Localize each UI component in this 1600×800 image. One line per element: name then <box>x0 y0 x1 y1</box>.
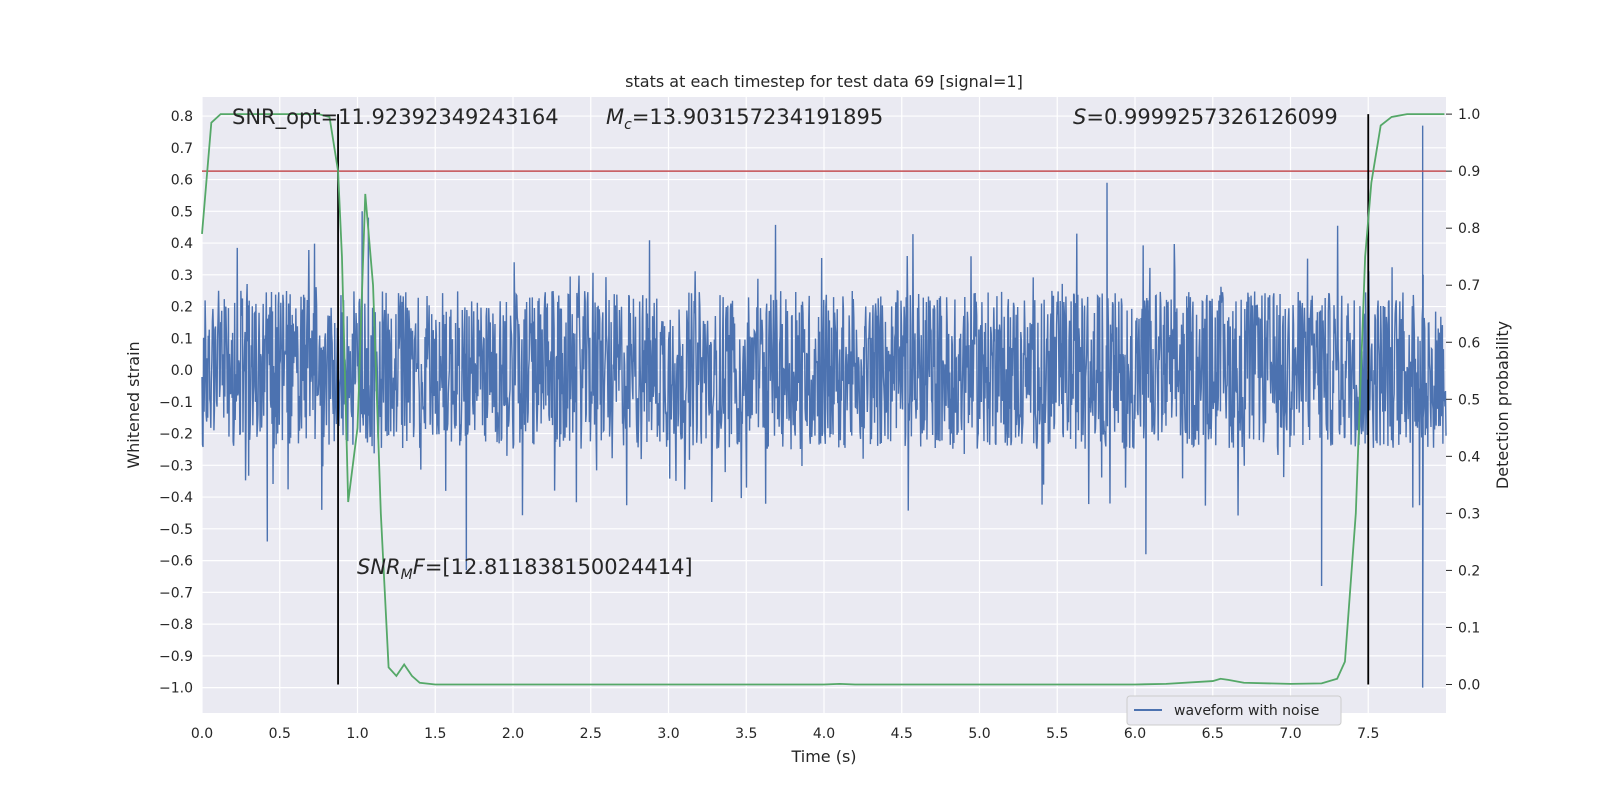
y-left-tick-label: 0.3 <box>171 268 193 284</box>
y-left-tick-label: 0.2 <box>171 300 193 316</box>
snr-mf-subscript: M <box>401 567 413 583</box>
x-tick-label: 2.5 <box>580 726 602 742</box>
x-tick-label: 1.5 <box>424 726 446 742</box>
y-left-tick-label: −0.4 <box>159 490 193 506</box>
y-right-tick-label: 1.0 <box>1458 107 1480 123</box>
y-left-tick-label: −0.2 <box>159 427 193 443</box>
snr-mf-annotation: SNRMF=[12.811838150024414] <box>357 555 693 583</box>
y-right-tick-label: 0.9 <box>1458 164 1480 180</box>
y-left-tick-label: −0.9 <box>159 649 193 665</box>
y-left-tick-label: −0.8 <box>159 617 193 633</box>
y-right-tick-label: 0.7 <box>1458 278 1480 294</box>
y-right-tick-label: 0.8 <box>1458 221 1480 237</box>
legend: waveform with noise <box>1126 695 1342 726</box>
y-left-tick-label: −0.6 <box>159 554 193 570</box>
tick-labels: 0.0 0.5 1.0 1.5 2.0 2.5 3.0 3.5 4.0 4.5 5.0 5.5 6.0 6… <box>159 107 1480 742</box>
legend-label: waveform with noise <box>1174 703 1319 719</box>
y-left-tick-label: 0.4 <box>171 236 193 252</box>
waveform-series <box>201 125 1447 688</box>
x-tick-label: 2.0 <box>502 726 524 742</box>
x-tick-label: 0.0 <box>191 726 213 742</box>
x-tick-label: 7.0 <box>1279 726 1301 742</box>
y-right-tick-label: 0.3 <box>1458 506 1480 522</box>
x-tick-label: 5.5 <box>1046 726 1068 742</box>
snr-opt-annotation: SNR_opt=11.92392349243164 <box>232 105 559 130</box>
snr-mf-value: =[12.811838150024414] <box>425 555 693 579</box>
x-tick-label: 0.5 <box>269 726 291 742</box>
s-symbol: S <box>1073 105 1086 129</box>
x-tick-label: 7.5 <box>1357 726 1379 742</box>
y-right-axis-title: Detection probability <box>1493 321 1512 489</box>
x-axis-title: Time (s) <box>790 747 856 766</box>
y-right-tick-label: 0.4 <box>1458 449 1480 465</box>
chart-title: stats at each timestep for test data 69 … <box>625 72 1023 91</box>
y-left-tick-label: −0.1 <box>159 395 193 411</box>
y-left-tick-label: 0.0 <box>171 363 193 379</box>
s-value: =0.9999257326126099 <box>1086 105 1337 129</box>
y-left-tick-label: 0.8 <box>171 109 193 125</box>
s-annotation: S=0.9999257326126099 <box>1073 105 1338 129</box>
y-left-tick-label: 0.7 <box>171 141 193 157</box>
y-right-tick-label: 0.5 <box>1458 392 1480 408</box>
x-tick-label: 4.5 <box>891 726 913 742</box>
snr-mf-symbol: SNR <box>357 555 401 579</box>
y-right-tick-label: 0.0 <box>1458 677 1480 693</box>
mc-value: =13.903157234191895 <box>632 105 883 129</box>
y-left-tick-label: −1.0 <box>159 681 193 697</box>
legend-box <box>1126 695 1342 726</box>
y-left-axis-title: Whitened strain <box>124 341 143 468</box>
y-left-tick-label: −0.3 <box>159 458 193 474</box>
y-right-tick-label: 0.1 <box>1458 620 1480 636</box>
x-tick-label: 4.0 <box>813 726 835 742</box>
y-left-tick-label: 0.1 <box>171 331 193 347</box>
waveform-line <box>201 125 1447 688</box>
x-tick-label: 3.0 <box>657 726 679 742</box>
x-tick-label: 6.5 <box>1202 726 1224 742</box>
x-tick-label: 6.0 <box>1124 726 1146 742</box>
y-left-tick-label: −0.5 <box>159 522 193 538</box>
x-tick-label: 5.0 <box>968 726 990 742</box>
y-left-tick-label: 0.5 <box>171 204 193 220</box>
snr-mf-f: F <box>413 555 426 579</box>
mc-annotation: Mc=13.903157234191895 <box>606 105 883 133</box>
x-tick-label: 1.0 <box>346 726 368 742</box>
y-left-tick-label: 0.6 <box>171 173 193 189</box>
probability-line <box>201 113 1445 686</box>
overlay-lines <box>201 113 1446 686</box>
y-left-tick-label: −0.7 <box>159 585 193 601</box>
mc-subscript: c <box>624 117 632 133</box>
x-tick-label: 3.5 <box>735 726 757 742</box>
mc-symbol: M <box>606 105 624 129</box>
y-right-tick-label: 0.2 <box>1458 563 1480 579</box>
y-right-tick-label: 0.6 <box>1458 335 1480 351</box>
